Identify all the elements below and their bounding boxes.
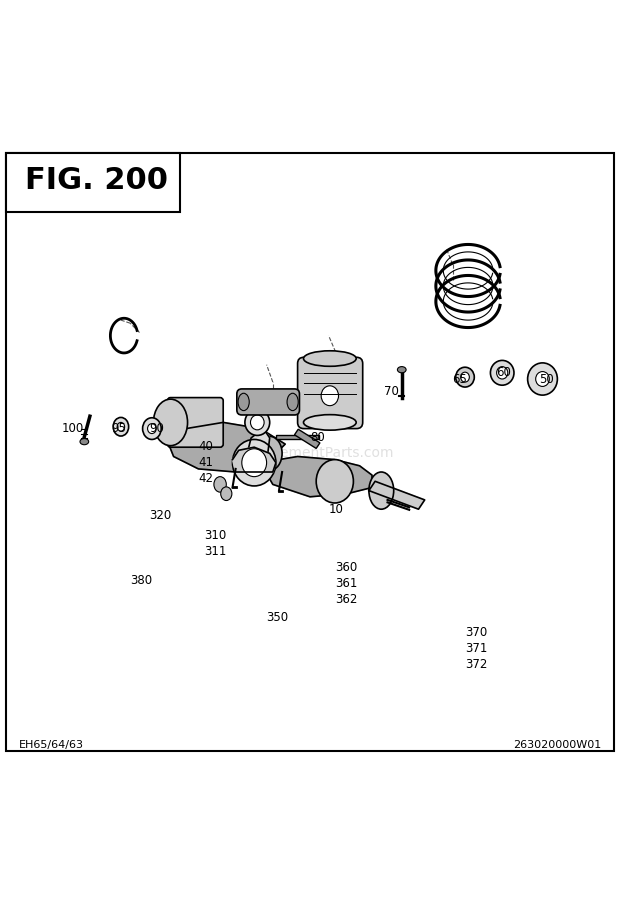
Ellipse shape (321, 386, 339, 405)
Text: 50: 50 (539, 373, 554, 385)
Ellipse shape (461, 373, 469, 383)
Text: 310
311: 310 311 (205, 529, 227, 558)
Text: 380: 380 (130, 574, 153, 587)
FancyBboxPatch shape (167, 397, 223, 447)
Text: 10: 10 (329, 503, 343, 516)
Ellipse shape (221, 487, 232, 500)
Ellipse shape (250, 415, 264, 430)
Ellipse shape (369, 472, 394, 509)
Ellipse shape (497, 367, 508, 379)
Ellipse shape (143, 418, 161, 439)
Polygon shape (294, 429, 320, 448)
Text: EH65/64/63: EH65/64/63 (19, 740, 84, 750)
Ellipse shape (232, 439, 276, 486)
Polygon shape (260, 456, 372, 497)
Polygon shape (276, 435, 319, 439)
Text: 100: 100 (62, 422, 84, 436)
Polygon shape (167, 423, 285, 472)
Ellipse shape (214, 477, 226, 492)
Ellipse shape (397, 367, 406, 373)
Ellipse shape (456, 367, 474, 387)
Text: 60: 60 (496, 366, 511, 379)
FancyBboxPatch shape (237, 389, 299, 415)
Polygon shape (369, 481, 425, 509)
Ellipse shape (113, 417, 129, 436)
FancyBboxPatch shape (298, 357, 363, 428)
Text: 70: 70 (384, 385, 399, 398)
Ellipse shape (153, 399, 187, 446)
Text: 360
361
362: 360 361 362 (335, 561, 357, 606)
Polygon shape (242, 428, 270, 463)
Ellipse shape (117, 423, 125, 431)
Text: 320: 320 (149, 509, 171, 522)
Text: 370
371
372: 370 371 372 (465, 626, 487, 671)
Ellipse shape (245, 409, 270, 436)
Ellipse shape (304, 415, 356, 430)
Text: 65: 65 (453, 373, 467, 385)
Ellipse shape (536, 372, 549, 386)
Ellipse shape (490, 361, 514, 385)
Ellipse shape (148, 424, 156, 434)
Ellipse shape (287, 394, 298, 411)
Text: 40
41
42: 40 41 42 (198, 440, 213, 485)
Text: 350: 350 (267, 611, 289, 624)
Polygon shape (232, 447, 276, 472)
Ellipse shape (257, 436, 282, 470)
Ellipse shape (238, 394, 249, 411)
Text: eReplacementParts.com: eReplacementParts.com (226, 446, 394, 460)
Ellipse shape (304, 351, 356, 366)
Ellipse shape (528, 362, 557, 395)
Text: FIG. 200: FIG. 200 (25, 166, 168, 195)
Bar (6, 152, 180, 212)
Text: 80: 80 (310, 432, 325, 445)
Text: 95: 95 (112, 422, 126, 436)
Ellipse shape (80, 438, 89, 445)
Ellipse shape (316, 459, 353, 503)
Ellipse shape (242, 449, 267, 477)
Text: 263020000W01: 263020000W01 (513, 740, 601, 750)
Text: 90: 90 (149, 422, 164, 436)
